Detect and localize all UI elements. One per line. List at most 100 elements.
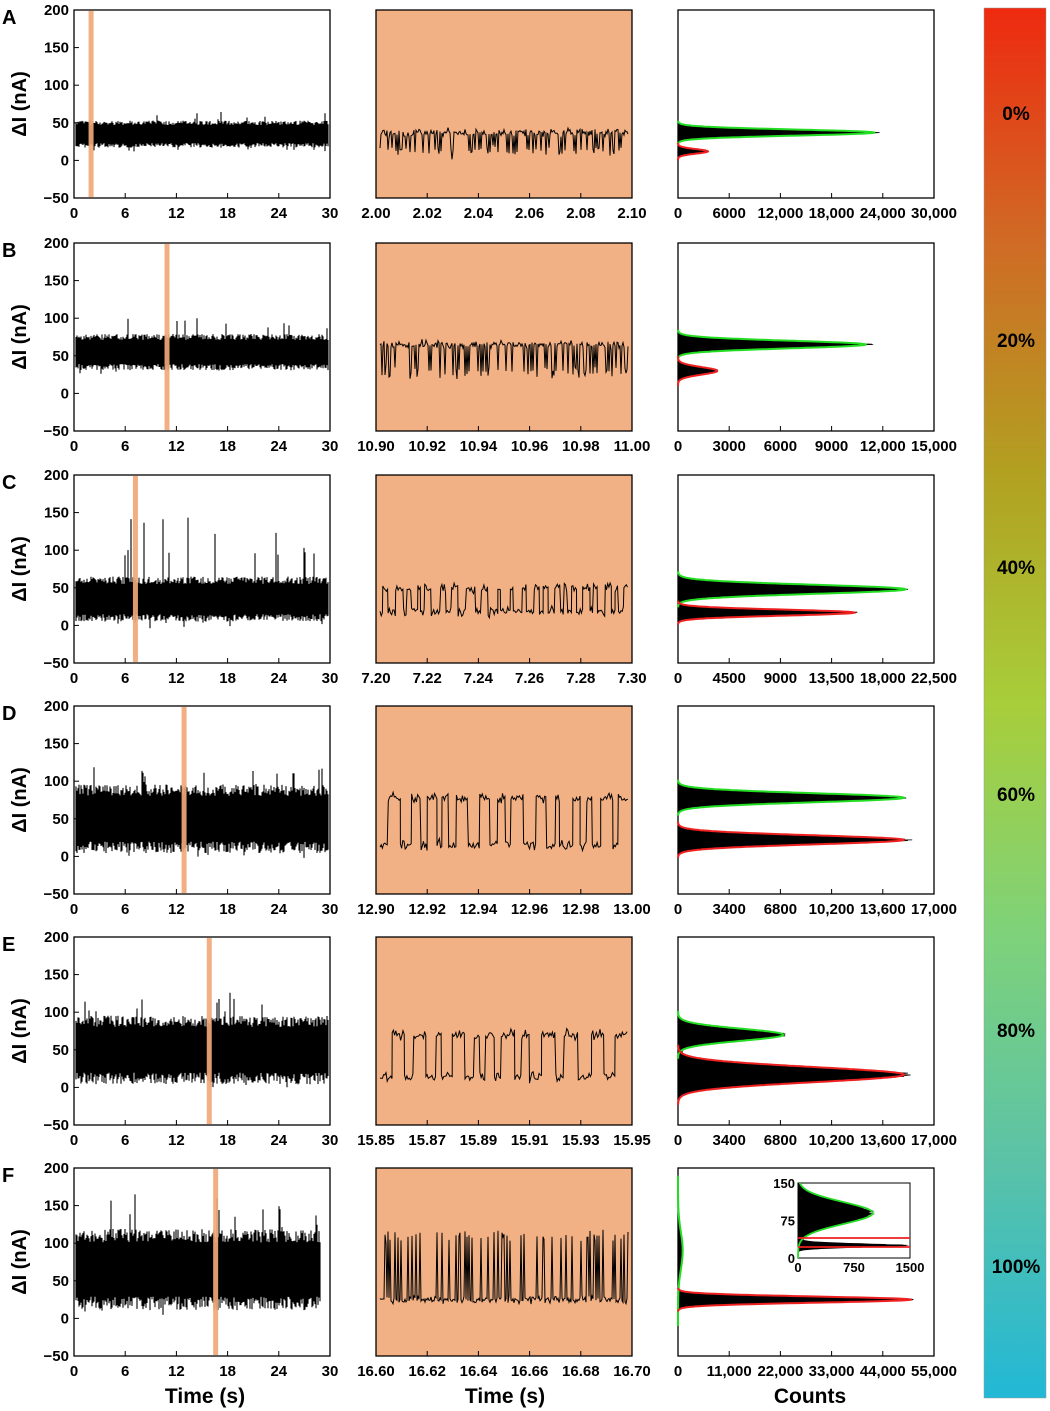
- zoom-x-tick-label: 11.00: [614, 438, 651, 455]
- hist-frame: [677, 474, 935, 664]
- y-tick-label: 150: [44, 967, 69, 984]
- zoom-frame: [375, 474, 633, 664]
- trace-signal: [75, 992, 329, 1088]
- hist-x-tick-label: 15,000: [911, 438, 957, 455]
- zoom-x-tick-label: 10.92: [408, 438, 446, 455]
- inset-y-tick-label: 150: [773, 1176, 795, 1191]
- inset-x-tick-label: 1500: [896, 1260, 925, 1275]
- highlight-bar: [213, 1169, 219, 1355]
- y-tick-label: 0: [61, 152, 69, 169]
- hist-x-tick-label: 6000: [713, 205, 746, 222]
- x-tick-label: 24: [270, 205, 287, 222]
- hist-x-tick-label: 10,200: [809, 1132, 855, 1149]
- hist-x-tick-label: 11,000: [707, 1363, 752, 1380]
- hist-x-tick-label: 18,000: [809, 205, 855, 222]
- hist-x-tick-label: 18,000: [860, 670, 906, 687]
- hist-x-tick-label: 3400: [713, 1132, 746, 1149]
- y-tick-label: 100: [44, 310, 69, 327]
- trace-frame: [73, 474, 331, 664]
- x-tick-label: 30: [322, 670, 339, 687]
- hist-x-tick-label: 9000: [815, 438, 848, 455]
- zoom-x-tick-label: 15.95: [613, 1132, 651, 1149]
- x-tick-label: 0: [70, 438, 78, 455]
- zoom-x-tick-label: 10.96: [511, 438, 549, 455]
- zoom-x-tick-label: 12.92: [408, 901, 446, 918]
- hist-x-tick-label: 12,000: [860, 438, 906, 455]
- zoom-frame: [375, 9, 633, 199]
- y-tick-label: 0: [61, 385, 69, 402]
- hist-x-tick-label: 17,000: [911, 901, 957, 918]
- highlight-bar: [181, 707, 187, 893]
- hist-x-tick-label: 0: [674, 205, 682, 222]
- x-tick-label: 24: [270, 901, 287, 918]
- x-tick-label: 0: [70, 1132, 78, 1149]
- hist-x-tick-label: 24,000: [860, 205, 906, 222]
- x-tick-label: 0: [70, 670, 78, 687]
- y-tick-label: 100: [44, 1235, 69, 1252]
- y-tick-label: 50: [52, 1042, 69, 1059]
- zoom-x-tick-label: 16.62: [408, 1363, 446, 1380]
- hist-x-tick-label: 22,000: [757, 1363, 803, 1380]
- histogram: [677, 475, 909, 663]
- panel-letter: E: [2, 934, 15, 956]
- zoom-signal: [379, 126, 629, 160]
- y-axis-label: ΔI (nA): [9, 536, 31, 601]
- y-axis-label: ΔI (nA): [9, 304, 31, 369]
- fit-curve-high: [677, 1010, 785, 1059]
- y-tick-label: 50: [52, 580, 69, 597]
- trace-frame: [73, 9, 331, 199]
- zoom-x-tick-label: 7.20: [361, 670, 390, 687]
- zoom-x-tick-label: 13.00: [613, 901, 651, 918]
- inset-y-tick-label: 75: [781, 1214, 795, 1229]
- panel-letter: B: [2, 240, 16, 262]
- x-tick-label: 6: [121, 438, 129, 455]
- y-tick-label: 100: [44, 773, 69, 790]
- zoom-x-tick-label: 12.98: [562, 901, 600, 918]
- x-tick-label: 6: [121, 901, 129, 918]
- x-tick-label: 24: [270, 438, 287, 455]
- x-tick-label: 0: [70, 901, 78, 918]
- trace-signal: [75, 318, 329, 374]
- hist-x-tick-label: 3400: [713, 901, 746, 918]
- hist-x-tick-label: 6800: [764, 1132, 797, 1149]
- y-axis-label: ΔI (nA): [9, 998, 31, 1063]
- zoom-signal: [379, 790, 629, 853]
- hist-x-tick-label: 13,600: [860, 901, 906, 918]
- colorbar-label: 40%: [997, 558, 1035, 579]
- zoom-x-tick-label: 16.68: [562, 1363, 600, 1380]
- y-tick-label: 200: [44, 467, 69, 484]
- hist-x-tick-label: 13,600: [860, 1132, 906, 1149]
- y-tick-label: 200: [44, 929, 69, 946]
- y-tick-label: −50: [44, 655, 69, 672]
- y-tick-label: 100: [44, 542, 69, 559]
- zoom-x-tick-label: 2.02: [413, 205, 442, 222]
- zoom-x-tick-label: 2.10: [617, 205, 646, 222]
- colorbar-label: 20%: [997, 331, 1035, 352]
- y-tick-label: 150: [44, 40, 69, 57]
- hist-x-tick-label: 17,000: [911, 1132, 957, 1149]
- zoom-x-tick-label: 15.91: [511, 1132, 549, 1149]
- zoom-x-tick-label: 7.24: [464, 670, 494, 687]
- zoom-frame: [375, 705, 633, 895]
- zoom-x-tick-label: 15.93: [562, 1132, 600, 1149]
- zoom-x-tick-label: 16.64: [460, 1363, 498, 1380]
- hist-x-tick-label: 0: [674, 1132, 682, 1149]
- hist-x-tick-label: 0: [674, 670, 682, 687]
- hist-x-tick-label: 3000: [713, 438, 746, 455]
- hist-x-tick-label: 9000: [764, 670, 797, 687]
- fit-curve-low: [677, 1044, 906, 1105]
- x-tick-label: 12: [168, 205, 185, 222]
- y-axis-label: ΔI (nA): [9, 767, 31, 832]
- x-tick-label: 12: [168, 901, 185, 918]
- x-tick-label: 0: [70, 205, 78, 222]
- inset-histogram: [798, 1183, 910, 1258]
- zoom-signal: [379, 338, 629, 380]
- panel-letter: A: [2, 7, 16, 29]
- x-tick-label: 18: [219, 438, 236, 455]
- zoom-signal: [379, 1229, 629, 1306]
- panel-letter: D: [2, 703, 16, 725]
- trace-signal: [75, 767, 329, 858]
